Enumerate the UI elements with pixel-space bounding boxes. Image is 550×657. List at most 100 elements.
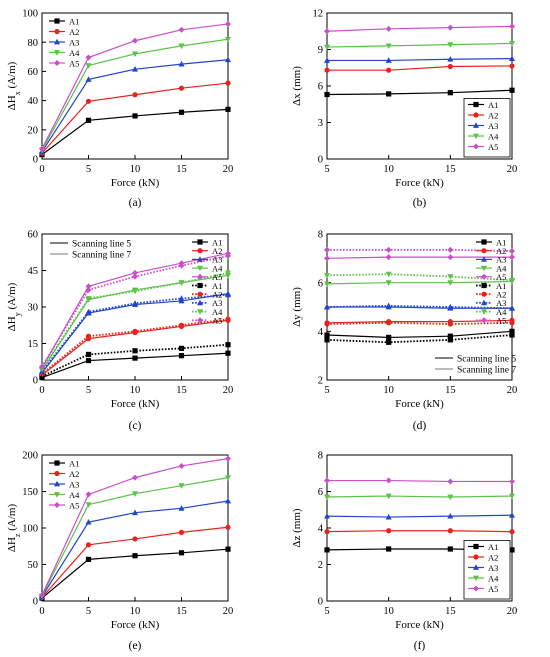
x-tick-label: 5 xyxy=(324,606,329,617)
series-a5 xyxy=(39,20,231,152)
legend-label: A3 xyxy=(496,255,506,265)
data-point xyxy=(85,308,92,315)
x-tick-label: 5 xyxy=(86,385,91,396)
data-point xyxy=(178,85,185,91)
data-point xyxy=(324,477,330,484)
data-point xyxy=(509,547,515,553)
chart-panel-f: 5 10 15 20 0 2 4 6 8 Force (kN) Δz (mm) (f) A1A2A3A4… xyxy=(291,451,517,652)
x-tick-label: 15 xyxy=(176,164,187,175)
data-point xyxy=(509,254,515,261)
series-line xyxy=(41,59,229,153)
data-point xyxy=(178,529,185,535)
data-point xyxy=(447,333,453,339)
legend-label: A3 xyxy=(69,479,79,489)
legend-label: A2 xyxy=(212,290,222,300)
legend-label: A5 xyxy=(212,316,222,326)
legend-marker xyxy=(197,256,203,262)
legend-label: A5 xyxy=(69,58,79,68)
series-a2 xyxy=(39,524,231,600)
x-axis-label: Force (kN) xyxy=(395,177,444,189)
legend-marker xyxy=(481,256,487,262)
series-a2 xyxy=(39,317,231,378)
y-tick-label: 40 xyxy=(28,96,39,107)
data-point xyxy=(85,286,92,293)
data-point xyxy=(324,272,330,279)
x-tick-label: 15 xyxy=(445,385,456,396)
series-line xyxy=(327,65,513,71)
x-tick-label: 20 xyxy=(223,385,234,396)
data-point xyxy=(509,493,515,500)
series-line xyxy=(326,304,513,310)
legend-marker xyxy=(54,50,60,56)
data-point xyxy=(385,302,392,309)
data-point xyxy=(178,109,185,115)
x-tick-label: 10 xyxy=(130,385,141,396)
data-point xyxy=(447,512,454,519)
legend-label: A3 xyxy=(212,298,222,308)
data-point xyxy=(178,262,185,269)
y-axis-label: Δz (mm) xyxy=(291,508,303,547)
data-point xyxy=(39,592,45,599)
y-tick-label: 8 xyxy=(318,230,323,241)
style-legend-label: Scanning line 7 xyxy=(457,365,516,375)
legend-label: A2 xyxy=(69,27,79,37)
data-point xyxy=(385,280,392,286)
data-point xyxy=(225,342,231,348)
legend-marker xyxy=(473,585,479,592)
data-point xyxy=(225,252,231,259)
series-a5 xyxy=(39,455,231,599)
legend-label: A2 xyxy=(496,290,506,300)
legend-label: A4 xyxy=(212,307,223,317)
legend-box xyxy=(463,98,511,158)
panel-caption: (c) xyxy=(129,420,142,432)
series-a3 xyxy=(324,55,515,63)
data-point xyxy=(386,334,392,341)
series-a1 xyxy=(324,328,515,341)
data-point xyxy=(509,277,515,284)
data-point xyxy=(509,41,515,47)
data-point xyxy=(132,66,138,72)
legend-marker xyxy=(54,480,60,487)
data-point xyxy=(178,462,185,469)
y-tick-label: 60 xyxy=(28,230,39,241)
legend-label: A1 xyxy=(69,16,79,26)
data-point xyxy=(85,63,92,69)
data-point xyxy=(509,55,515,62)
series-line xyxy=(326,330,513,339)
y-tick-label: 0 xyxy=(33,155,38,166)
legend-marker xyxy=(197,299,203,306)
series-line xyxy=(326,273,513,282)
x-tick-label: 15 xyxy=(176,385,187,396)
y-tick-label: 50 xyxy=(28,560,39,571)
series-line xyxy=(326,334,513,344)
x-axis-label: Force (kN) xyxy=(395,619,444,631)
data-point xyxy=(132,288,138,295)
series-a5 xyxy=(324,23,515,35)
y-tick-label: 30 xyxy=(28,303,39,314)
data-point xyxy=(132,474,138,481)
data-point xyxy=(324,321,330,327)
data-point xyxy=(509,248,515,255)
legend-marker xyxy=(473,564,479,570)
series-line xyxy=(326,89,513,96)
x-tick-label: 20 xyxy=(507,385,518,396)
legend-marker xyxy=(54,38,60,45)
data-point xyxy=(509,305,515,311)
series-a4-dotted xyxy=(324,271,515,284)
data-point xyxy=(324,28,330,35)
data-point xyxy=(132,37,138,44)
legend-marker xyxy=(481,309,487,315)
data-point xyxy=(447,254,454,261)
data-point xyxy=(324,337,330,343)
data-point xyxy=(132,355,138,361)
legend-label: A1 xyxy=(212,237,222,247)
legend-label: A1 xyxy=(496,281,506,291)
data-point xyxy=(225,546,231,552)
data-point xyxy=(509,512,515,518)
legend-label: A1 xyxy=(488,542,498,552)
x-tick-label: 20 xyxy=(507,606,518,617)
series-line xyxy=(327,479,512,483)
